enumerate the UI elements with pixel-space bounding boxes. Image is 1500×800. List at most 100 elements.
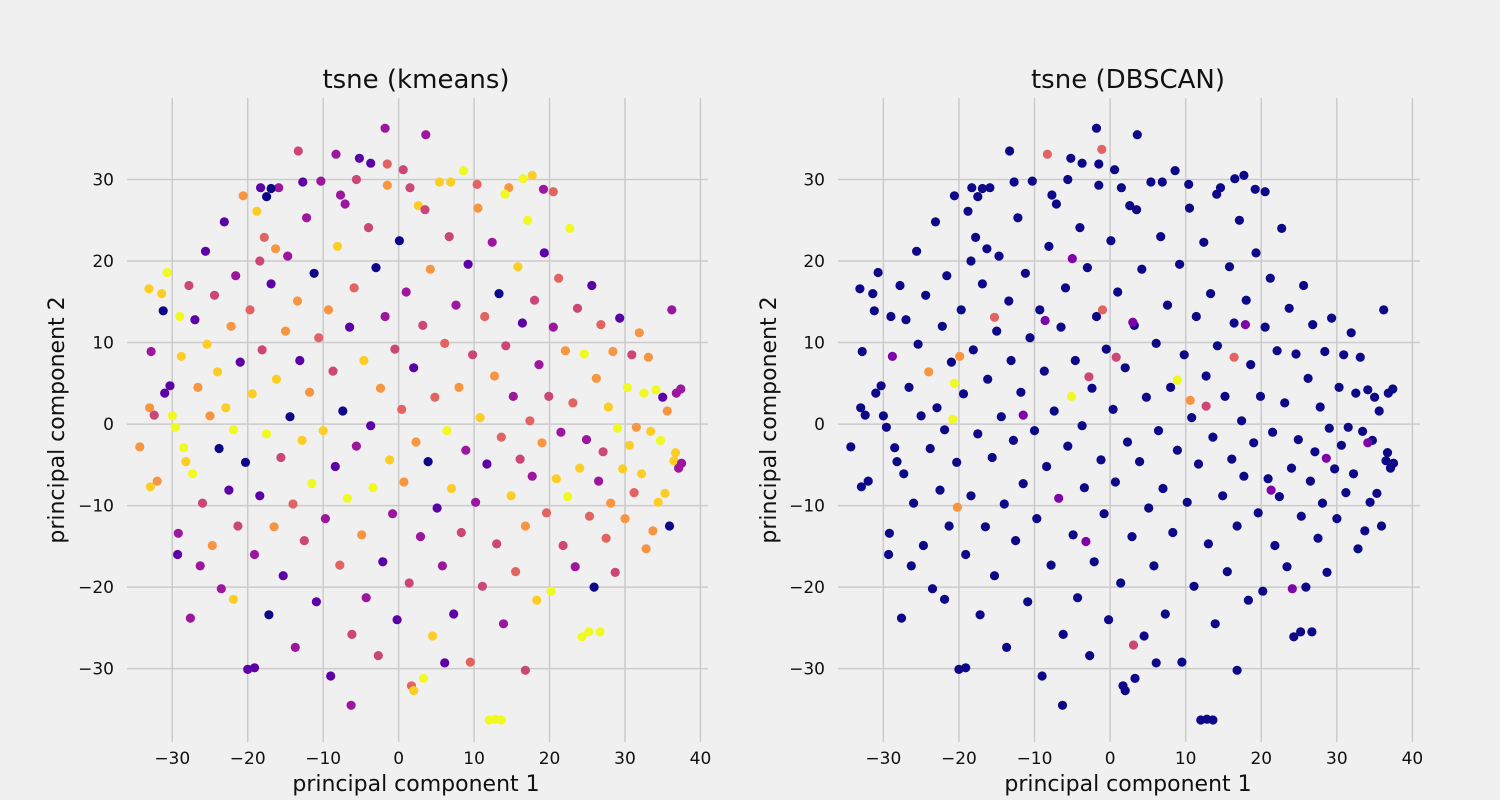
chart-kmeans-point [676,384,686,394]
chart-dbscan-point [1085,651,1095,661]
chart-kmeans-point [390,344,400,354]
chart-dbscan-point [1232,665,1242,675]
chart-dbscan-point [1353,544,1363,554]
chart-kmeans: −30 −20 −10 0 10 20 30 40 −30 −20 −10 0 10 20 30 tsne… [45,65,711,797]
chart-kmeans-point [538,184,549,194]
chart-kmeans-point [401,287,411,297]
chart-dbscan-point [1284,303,1294,313]
chart-dbscan-point [1125,201,1135,211]
chart-kmeans-point [146,346,156,357]
chart-dbscan-y-axis-label: principal component 2 [757,296,782,543]
chart-kmeans-point [302,213,312,223]
chart-kmeans-point [454,382,464,392]
chart-dbscan-point [856,403,866,413]
chart-dbscan-point [1128,317,1138,327]
chart-kmeans-point [145,482,155,492]
chart-kmeans-point [368,483,378,493]
chart-dbscan-point [1082,263,1092,273]
chart-dbscan-point [1239,471,1249,481]
chart-dbscan-x-tick-label: −30 [865,749,901,769]
chart-dbscan-point [1255,391,1266,401]
chart-kmeans-point [247,389,257,399]
chart-kmeans-point [160,388,170,398]
chart-dbscan-point [963,206,973,216]
chart-dbscan-point [1157,177,1167,187]
chart-dbscan-point [1218,491,1228,501]
chart-kmeans-point [622,382,632,392]
chart-kmeans-point [565,223,575,233]
chart-kmeans-point [421,130,431,140]
chart-kmeans-point [179,443,189,453]
chart-dbscan-point [1110,477,1120,487]
chart-dbscan-point [942,271,952,281]
chart-kmeans-points [135,123,687,725]
chart-dbscan-point [949,191,960,201]
chart-dbscan-point [1376,521,1387,531]
chart-kmeans-point [671,448,681,458]
chart-kmeans-point [274,183,284,193]
chart-dbscan-point [977,279,988,289]
chart-dbscan-y-tick-label: 20 [803,252,825,272]
chart-kmeans-point [378,557,388,567]
chart-dbscan-point [1184,203,1195,213]
chart-kmeans-point [446,483,457,494]
chart-kmeans-point [245,305,255,315]
chart-kmeans-point [594,476,604,486]
chart-dbscan-point [1166,382,1176,392]
chart-dbscan-point [887,351,898,361]
chart-dbscan-point [1170,166,1180,176]
chart-kmeans-point [418,320,428,330]
chart-kmeans-point [500,189,510,199]
chart-dbscan-point [989,312,1000,322]
chart-dbscan-point [1110,165,1120,175]
chart-kmeans-point [456,527,466,538]
chart-dbscan-point [983,374,993,384]
chart-dbscan-point [1058,629,1068,640]
chart-kmeans-point [330,461,340,472]
chart-dbscan-point [1162,300,1173,310]
chart-dbscan-point [876,381,886,391]
chart-dbscan-point [1128,640,1139,650]
chart-dbscan-point [1293,435,1303,445]
chart-dbscan-point [1280,398,1290,408]
chart-kmeans-point [529,295,540,305]
chart-dbscan-point [952,502,963,512]
chart-dbscan-point [1029,426,1040,436]
chart-dbscan-y-tick-label: −30 [789,660,825,680]
chart-kmeans-point [200,246,211,256]
chart-kmeans-point [660,488,670,498]
chart-kmeans-point [255,256,265,266]
chart-kmeans-point [176,351,186,361]
chart-kmeans-point [249,663,260,673]
chart-kmeans-point [610,567,620,578]
chart-dbscan-point [1201,401,1211,411]
chart-dbscan-point [1096,455,1106,465]
chart-dbscan-point [1130,673,1140,684]
chart-dbscan-point [1266,485,1276,495]
chart-dbscan-point [1040,315,1050,326]
chart-kmeans-point [458,166,469,176]
chart-dbscan-point [1206,289,1216,299]
chart-kmeans-point [157,289,167,299]
chart-kmeans-point [556,427,566,437]
chart-kmeans-point [423,457,433,467]
chart-kmeans-title: tsne (kmeans) [322,65,509,95]
chart-kmeans-point [411,437,421,447]
chart-kmeans-point [667,305,677,315]
chart-kmeans-point [568,398,578,408]
chart-kmeans-point [398,165,408,175]
chart-dbscan-point [1339,350,1349,360]
chart-kmeans-point [537,438,547,448]
chart-kmeans-point [596,320,606,330]
chart-dbscan-point [1144,503,1154,513]
chart-kmeans-point [653,497,663,507]
chart-kmeans-point [371,263,381,273]
chart-dbscan: −30 −20 −10 0 10 20 30 40 −30 −20 −10 0 10 20 30 tsne… [757,65,1423,797]
chart-dbscan-point [1049,406,1059,416]
chart-kmeans-point [658,392,668,402]
chart-kmeans-point [508,391,518,401]
chart-dbscan-point [1057,700,1068,710]
chart-kmeans-point [399,477,409,487]
chart-dbscan-point [1077,158,1087,168]
chart-kmeans-point [207,540,217,551]
